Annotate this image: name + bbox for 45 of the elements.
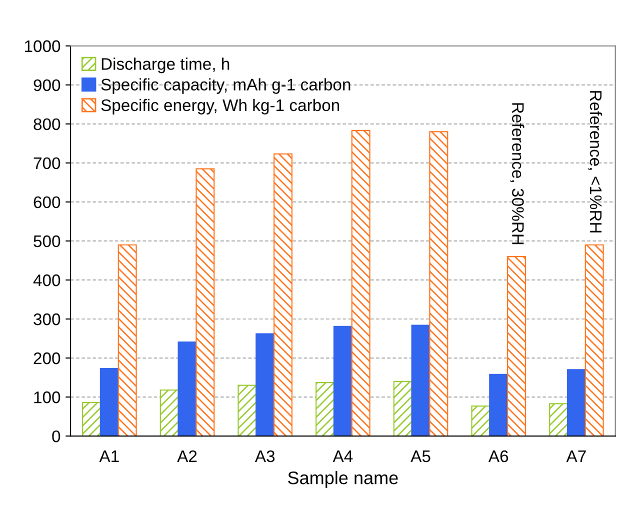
y-tick-label: 0 — [52, 430, 60, 442]
x-tick-label: A3 — [254, 450, 275, 462]
x-axis-title: Sample name — [288, 471, 398, 488]
bar — [429, 131, 448, 436]
y-tick-label: 800 — [34, 118, 60, 130]
bar — [351, 130, 370, 436]
y-tick-label: 100 — [34, 391, 60, 404]
bar — [566, 369, 586, 436]
bar — [273, 153, 293, 436]
bar — [100, 368, 119, 436]
x-tick-label: A6 — [488, 450, 508, 462]
annotation: Reference, 30%RH — [510, 103, 524, 244]
y-tick-label: 500 — [34, 235, 60, 248]
bar — [82, 402, 102, 436]
bar — [238, 384, 257, 436]
bar — [549, 403, 568, 436]
bar — [489, 374, 508, 436]
y-tick-label: 1000 — [24, 40, 60, 52]
bar — [118, 244, 137, 436]
bar — [256, 333, 275, 436]
bar — [471, 405, 490, 436]
bar — [316, 382, 335, 436]
annotation: Reference, <1%RH — [588, 91, 602, 232]
x-tick-label: A4 — [332, 450, 353, 462]
x-tick-label: A5 — [410, 450, 430, 462]
y-tick-label: 600 — [34, 196, 60, 208]
x-tick-label: A1 — [99, 450, 119, 462]
y-tick-label: 900 — [34, 79, 60, 92]
bar — [411, 324, 430, 436]
y-tick-label: 300 — [34, 313, 60, 326]
x-tick-label: A7 — [566, 450, 586, 462]
x-tick-label: A2 — [177, 450, 197, 462]
bar — [507, 256, 526, 436]
bar — [584, 244, 604, 436]
legend-label: Discharge time, h — [102, 58, 230, 74]
bar — [178, 341, 197, 436]
y-tick-label: 400 — [33, 274, 60, 286]
bar — [393, 380, 412, 436]
y-tick-label: 200 — [34, 352, 60, 364]
legend-label: Specific capacity, mAh g-1 carbon — [101, 78, 350, 94]
y-tick-label: 700 — [34, 157, 60, 170]
legend-label: Specific energy, Wh kg-1 carbon — [101, 98, 340, 114]
bar — [160, 389, 179, 436]
bar — [333, 326, 352, 436]
bar — [196, 168, 215, 436]
